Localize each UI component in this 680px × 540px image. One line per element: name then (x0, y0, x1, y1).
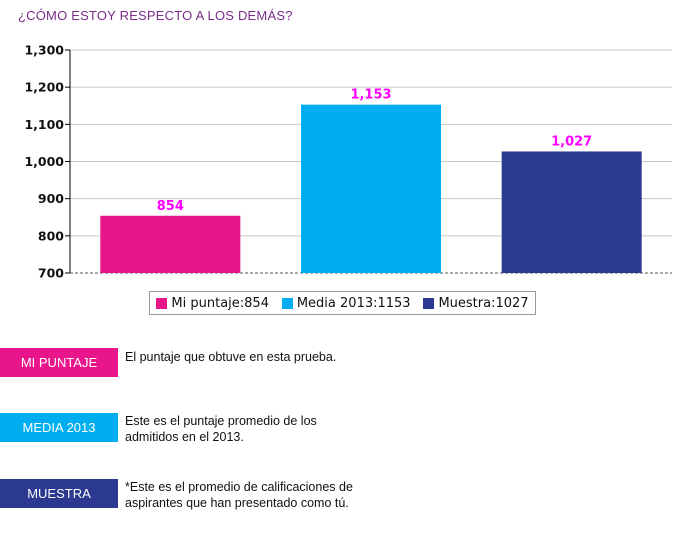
legend-label-mi-puntaje: Mi puntaje:854 (171, 295, 269, 311)
legend-item-mi-puntaje: Mi puntaje:854 (156, 296, 269, 311)
bar-chart: 700 800 900 1,000 1,100 1,200 1,300 854 1,153 1,0… (24, 43, 672, 281)
bar-value-label-2: 1,027 (551, 134, 592, 149)
key-description-mi-puntaje: El puntaje que obtuve en esta prueba. (125, 350, 337, 364)
legend-swatch-muestra (423, 297, 435, 309)
legend-item-media-2013: Media 2013:1153 (281, 295, 411, 311)
legend-swatch-media-2013 (281, 297, 293, 309)
y-tick-label: 900 (38, 191, 64, 206)
key-description-muestra: *Este es el promedio de calificaciones d… (125, 480, 353, 510)
y-tick-label: 1,000 (24, 154, 64, 169)
key-description-media-2013: Este es el puntaje promedio de los admit… (125, 414, 317, 444)
bar-2 (501, 151, 642, 273)
legend-item-muestra: Muestra:1027 (423, 295, 529, 311)
key-badge-muestra: MUESTRA (0, 479, 118, 508)
y-tick-label: 800 (38, 228, 64, 243)
y-tick-label: 1,100 (24, 117, 64, 132)
key-badge-mi-puntaje: MI PUNTAJE (0, 348, 118, 377)
legend-label-media-2013: Media 2013:1153 (296, 295, 411, 311)
y-tick-label: 700 (38, 266, 64, 281)
bar-value-label-1: 1,153 (350, 88, 391, 103)
chart-title: ¿CÓMO ESTOY RESPECTO A LOS DEMÁS? (18, 8, 293, 23)
y-tick-label: 1,200 (24, 80, 64, 95)
bar-value-label-0: 854 (157, 199, 184, 214)
key-badge-media-2013: MEDIA 2013 (0, 413, 118, 442)
y-tick-label: 1,300 (24, 43, 64, 58)
legend-label-muestra: Muestra:1027 (438, 295, 529, 311)
bar-1 (301, 104, 441, 273)
chart-legend: Mi puntaje:854 Media 2013:1153 Muestra:1… (149, 291, 536, 315)
legend-swatch-mi-puntaje (156, 297, 168, 309)
bar-0 (100, 215, 241, 273)
